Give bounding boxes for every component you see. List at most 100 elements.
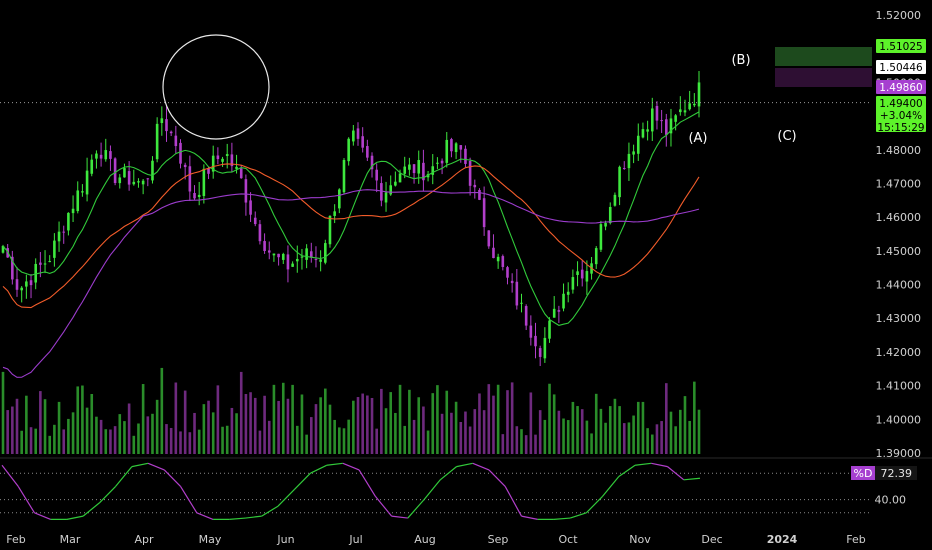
- volume-bar: [674, 426, 677, 454]
- osc-segment: [634, 462, 652, 466]
- volume-bar: [632, 415, 635, 454]
- candle: [324, 239, 327, 265]
- price-tick: 1.44000: [876, 279, 922, 292]
- price-tick: 1.47000: [876, 177, 922, 190]
- candle-body: [370, 155, 374, 170]
- volume-bar: [665, 383, 668, 454]
- candle: [571, 269, 575, 294]
- volume-bar: [235, 413, 238, 454]
- candle: [408, 157, 411, 176]
- candle: [478, 188, 481, 201]
- price-label-top-bg: [876, 39, 926, 53]
- volume-bar: [590, 433, 593, 454]
- candle: [524, 304, 528, 330]
- candle-body: [436, 162, 439, 164]
- volume-bar: [398, 384, 402, 454]
- candle-body: [594, 248, 598, 265]
- last-price-label-text: +3.04%: [880, 110, 922, 122]
- candle: [693, 93, 696, 108]
- volume-bar: [85, 407, 89, 454]
- volume-bar: [431, 393, 435, 454]
- osc-badge-key: [851, 466, 875, 480]
- candle: [562, 283, 565, 312]
- candle: [286, 245, 290, 283]
- volume-bar: [230, 407, 234, 454]
- volume-bar: [534, 434, 537, 454]
- candle: [132, 169, 136, 186]
- volume-bar: [412, 419, 416, 454]
- candle-body: [253, 217, 257, 225]
- volume-bar: [492, 395, 495, 454]
- candle: [361, 127, 364, 153]
- volume-bar: [548, 383, 551, 454]
- candle: [431, 154, 435, 185]
- volume-bar: [468, 426, 472, 454]
- volume-bar: [67, 418, 70, 454]
- volume-bar: [57, 401, 61, 454]
- candle: [272, 253, 276, 262]
- osc-segment: [456, 462, 473, 468]
- candle-body: [538, 348, 542, 357]
- volume-bar: [683, 396, 687, 454]
- osc-segment: [374, 495, 393, 517]
- volume-bar: [669, 411, 673, 454]
- volume-bar: [482, 410, 486, 454]
- volume-bar: [622, 423, 626, 454]
- time-tick: Jul: [348, 533, 362, 546]
- volume-bar: [436, 385, 439, 454]
- volume-bar: [197, 429, 201, 454]
- candle-body: [76, 190, 80, 212]
- osc-segment: [439, 466, 457, 481]
- volume-bar: [48, 435, 52, 454]
- price-label-low: 1.49860: [876, 80, 926, 94]
- candle-body: [207, 168, 210, 174]
- candle-body: [127, 171, 131, 185]
- candle-body: [534, 335, 537, 347]
- candle: [137, 178, 140, 188]
- price-tick: 1.45000: [876, 245, 922, 258]
- level-zones: [775, 47, 872, 87]
- candle: [20, 286, 23, 303]
- osc-segment: [342, 462, 360, 471]
- candle-body: [571, 277, 575, 290]
- price-label-top-text: 1.51025: [879, 41, 922, 53]
- candle: [482, 186, 486, 236]
- last-price-label-bg: [876, 96, 926, 132]
- candle-body: [352, 130, 355, 142]
- osc-segment: [277, 489, 295, 507]
- candle: [109, 145, 112, 171]
- candle: [454, 142, 458, 160]
- candle-body: [258, 224, 262, 242]
- volume-bar: [202, 404, 206, 454]
- volume-bar: [25, 395, 28, 454]
- candle: [253, 211, 257, 227]
- volume-bar: [160, 367, 164, 454]
- candle-body: [622, 168, 626, 170]
- stochastic-oscillator: [0, 457, 932, 521]
- candle: [300, 248, 304, 270]
- candle-body: [90, 159, 94, 174]
- time-tick: 2024: [767, 533, 798, 546]
- candle: [225, 143, 229, 169]
- candle-body: [506, 267, 509, 278]
- candle-body: [113, 158, 117, 183]
- candle-body: [174, 135, 178, 147]
- candle-body: [408, 164, 411, 170]
- candle: [679, 96, 682, 116]
- volume-bar: [244, 394, 248, 454]
- candle-body: [183, 164, 187, 168]
- candle-body: [674, 115, 677, 122]
- candle: [319, 250, 322, 272]
- price-labels: 1.51025 1.50446 1.49860 1.49400+3.04%15:15:…: [876, 39, 926, 134]
- volume-bar: [291, 384, 294, 454]
- candle: [464, 145, 467, 168]
- price-label-top: 1.51025: [876, 39, 926, 53]
- candle: [440, 158, 444, 175]
- volume-bar: [697, 409, 701, 454]
- candle: [258, 220, 262, 245]
- candle: [585, 260, 589, 295]
- volume-bar: [225, 425, 229, 454]
- candle-body: [683, 110, 687, 113]
- candle-body: [146, 178, 150, 180]
